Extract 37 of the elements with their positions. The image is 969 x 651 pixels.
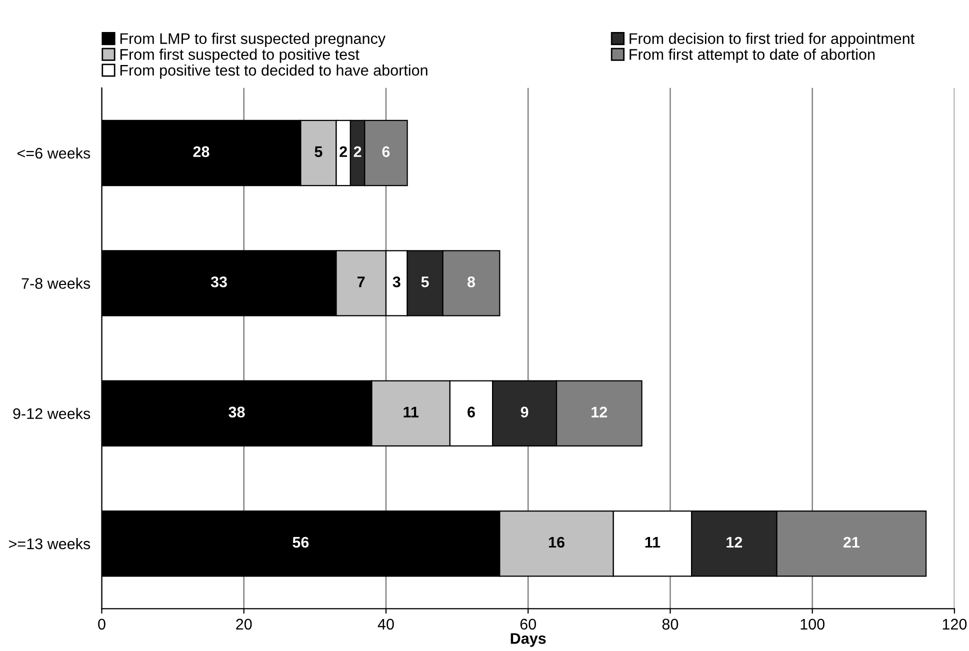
- y-tick-label: 7-8 weeks: [22, 278, 90, 289]
- data-label: 2: [340, 146, 347, 157]
- x-axis-title: Days: [510, 633, 546, 647]
- data-label: 5: [421, 276, 429, 288]
- x-tick-label: 120: [942, 618, 967, 630]
- legend-label: From positive test to decided to have abortion: [120, 64, 428, 79]
- data-label: 6: [468, 406, 475, 418]
- data-label: 9: [520, 406, 528, 418]
- legend-label: From decision to first tried for appointment: [630, 32, 914, 48]
- x-tick-label: 80: [662, 618, 678, 630]
- data-label: 7: [358, 276, 365, 288]
- y-tick-label: >=13 weeks: [9, 538, 90, 550]
- x-tick-label: 60: [520, 618, 536, 630]
- x-tick-label: 0: [98, 618, 106, 630]
- x-tick-label: 20: [236, 618, 252, 630]
- legend-label: From first attempt to date of abortion: [630, 48, 875, 63]
- data-label: 33: [210, 276, 227, 288]
- x-tick-label: 40: [378, 618, 394, 630]
- data-label: 21: [843, 536, 860, 548]
- data-label: 8: [467, 276, 476, 288]
- legend-label: From first suspected to positive test: [120, 48, 360, 63]
- data-label: 56: [292, 536, 309, 548]
- data-label: 11: [404, 406, 419, 418]
- data-label: 5: [314, 146, 322, 158]
- data-label: 2: [354, 146, 362, 157]
- data-label: 6: [382, 146, 390, 158]
- data-label: 11: [645, 537, 660, 548]
- x-tick-label: 100: [800, 618, 824, 630]
- legend-label: From LMP to first suspected pregnancy: [120, 32, 386, 48]
- data-label: 12: [726, 536, 742, 548]
- data-label: 28: [193, 146, 210, 158]
- y-tick-label: 9-12 weeks: [13, 408, 90, 420]
- data-label: 3: [392, 276, 400, 288]
- y-tick-label: <=6 weeks: [18, 147, 90, 159]
- data-label: 38: [228, 406, 245, 418]
- data-label: 12: [592, 406, 608, 418]
- data-label: 16: [548, 536, 564, 548]
